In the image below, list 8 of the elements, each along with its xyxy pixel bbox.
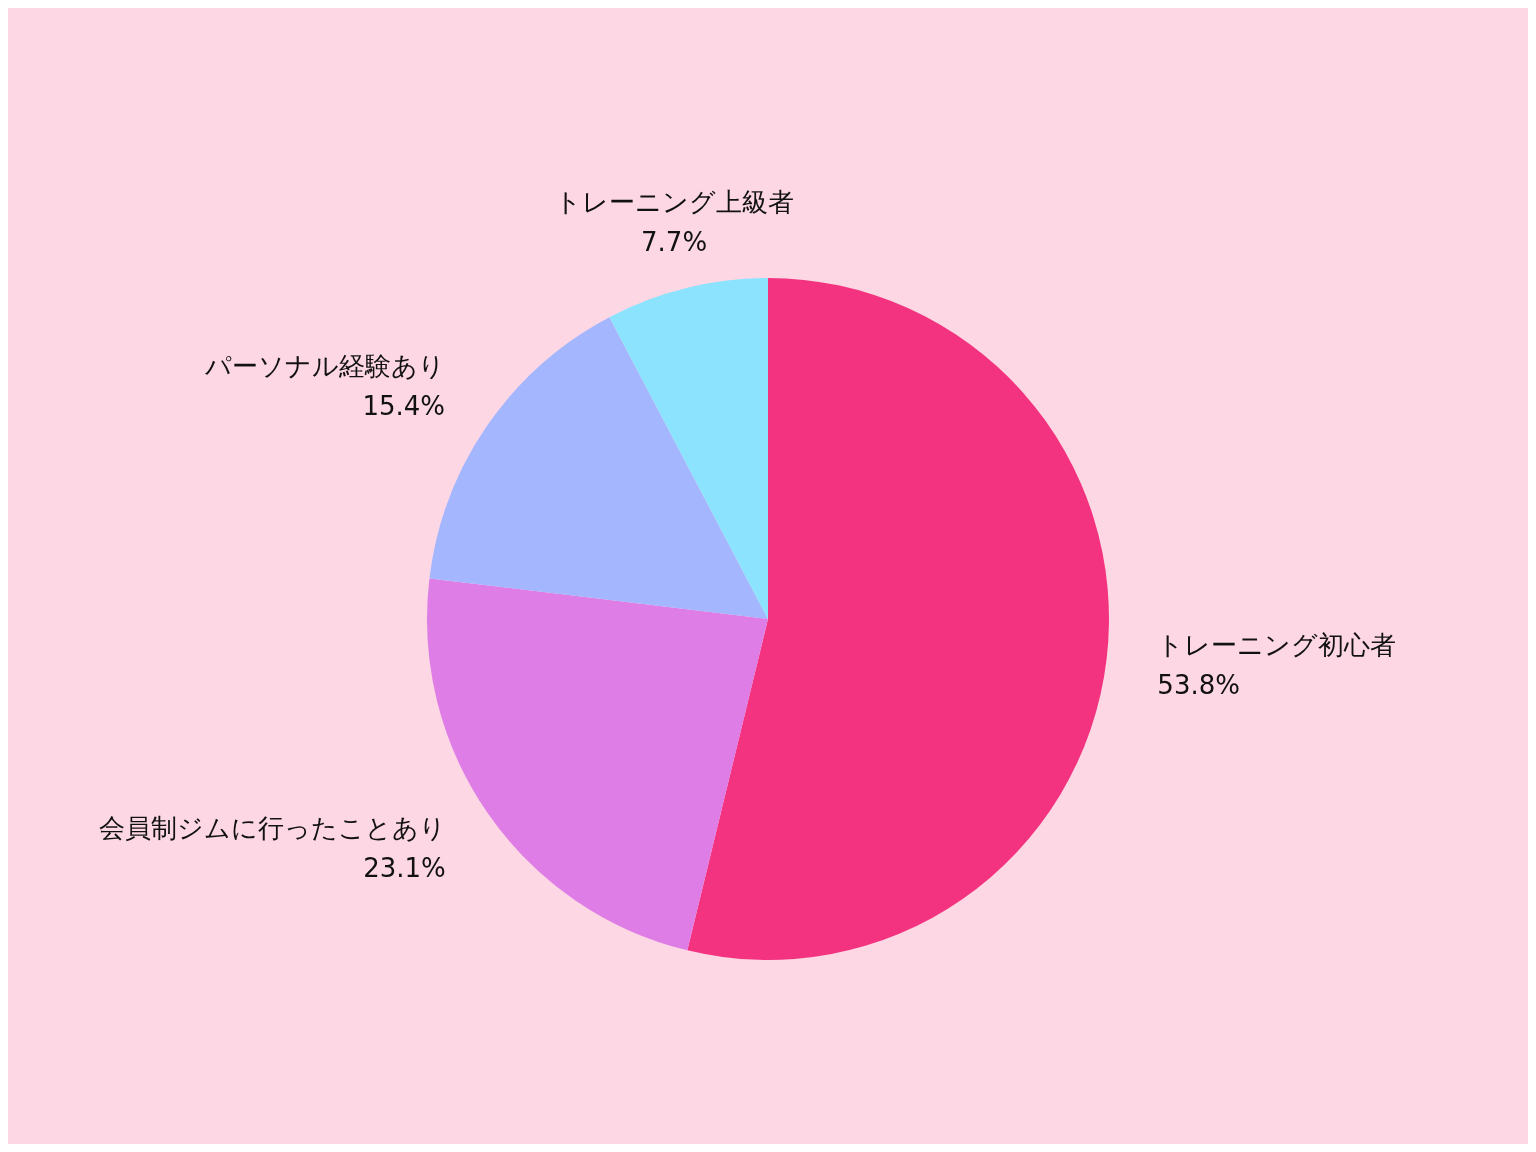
- slice-label: トレーニング初心者: [1157, 630, 1397, 661]
- data-label: 53.8%: [1157, 670, 1240, 701]
- slice-label: トレーニング上級者: [554, 187, 794, 218]
- data-label: 7.7%: [641, 227, 708, 258]
- slice-label: 会員制ジムに行ったことあり: [98, 813, 446, 844]
- data-label: 15.4%: [362, 391, 446, 422]
- slice-label: パーソナル経験あり: [204, 351, 446, 382]
- data-label: 23.1%: [363, 853, 446, 884]
